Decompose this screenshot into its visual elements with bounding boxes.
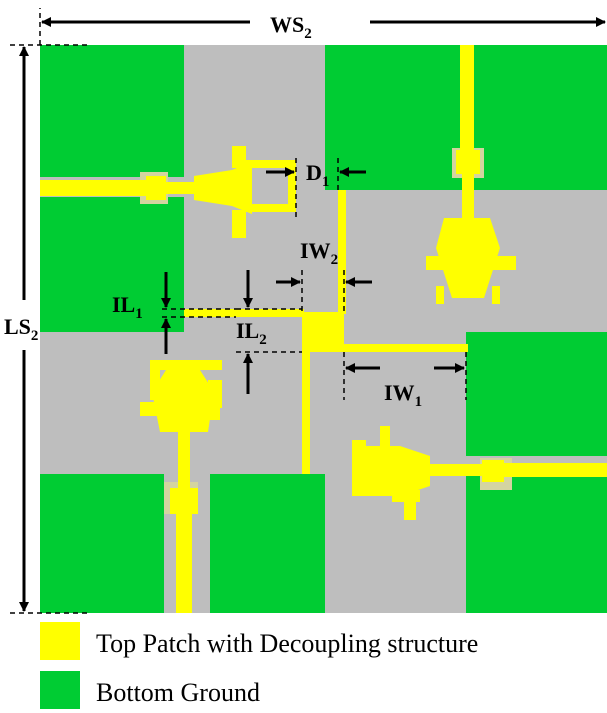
legend-label-bottom-ground: Bottom Ground [96, 678, 260, 707]
dimension-arrows [19, 17, 606, 612]
dimension-guides [10, 8, 467, 614]
legend: Top Patch with Decoupling structure Bott… [40, 622, 478, 709]
label-ls2: LS2 [4, 314, 38, 344]
legend-swatch-bottom-ground [40, 671, 80, 709]
label-ws2: WS2 [270, 12, 312, 42]
label-iw2: IW2 [300, 238, 338, 268]
label-il1: IL1 [112, 292, 143, 322]
legend-label-top-patch: Top Patch with Decoupling structure [96, 629, 478, 658]
label-il2: IL2 [236, 318, 267, 348]
legend-swatch-top-patch [40, 622, 80, 660]
top-patch [40, 45, 607, 613]
label-d1: D1 [306, 160, 329, 190]
label-iw1: IW1 [384, 380, 422, 410]
